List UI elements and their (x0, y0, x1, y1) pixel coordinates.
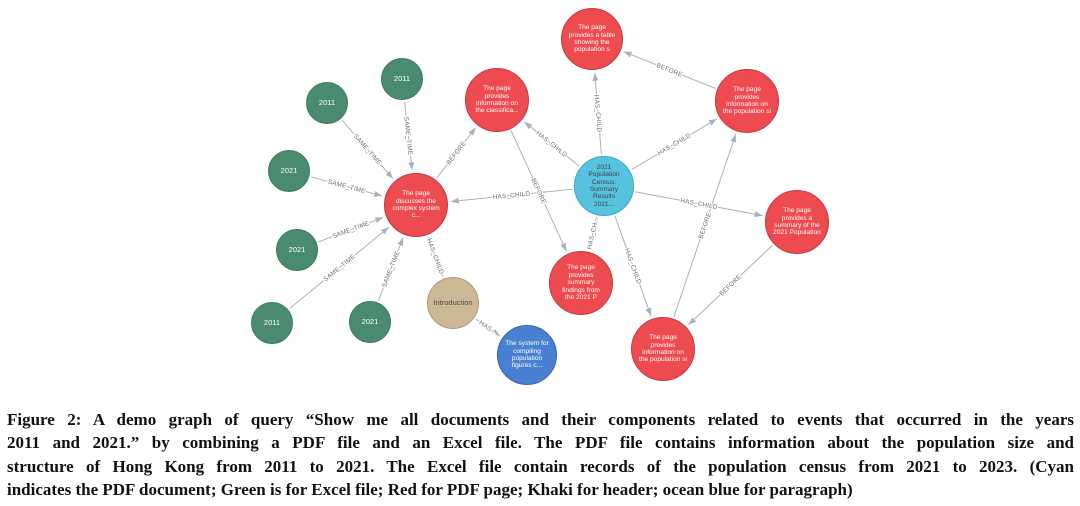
graph-edge-doc-census--page-findings (588, 217, 598, 250)
graph-figure: SAME_TIME SAME_TIME SAME_TIME SAME_TIME SAME… (251, 8, 829, 385)
graph-node-excel-2011-b: 2011 (381, 58, 423, 100)
edge-label: SAME_TIME (381, 250, 402, 289)
graph-node-label: The page discusses the complex system c.… (392, 190, 440, 220)
graph-node-page-findings: The page provides summary findings from … (549, 251, 613, 315)
graph-edge-page-summary-2021--page-popsize-bottom (688, 245, 773, 326)
edge-label: BEFORE (529, 177, 547, 205)
graph-node-label: The page provides information on the pop… (638, 334, 688, 364)
graph-edge-page-complex--page-classification (436, 127, 477, 179)
graph-edge-doc-census--page-summary-2021 (635, 191, 763, 218)
edge-label: HAS_CH... (586, 216, 600, 250)
edge-label: HAS... (478, 319, 498, 336)
edge-label: BEFORE (655, 62, 683, 79)
edge-label: HAS_CHILD (593, 94, 603, 132)
figure-caption: Figure 2: A demo graph of query “Show me… (7, 408, 1074, 502)
graph-node-label: The page provides information on the cla… (475, 85, 519, 115)
edge-label: SAME_TIME (327, 179, 366, 196)
edge-label: SAME_TIME (402, 116, 413, 155)
graph-node-label: 2021 (361, 316, 379, 326)
graph-node-page-summary-2021: The page provides a summary of the 2021 … (765, 190, 829, 254)
graph-edge-excel-2011-c--page-complex (289, 226, 390, 309)
graph-node-label: The page provides summary findings from … (562, 264, 600, 302)
graph-node-page-complex: The page discusses the complex system c.… (384, 173, 448, 237)
graph-edge-excel-2021-a--page-complex (311, 176, 383, 197)
graph-node-excel-2011-a: 2011 (306, 82, 348, 124)
graph-edge-excel-2011-a--page-complex (341, 120, 394, 179)
graph-node-excel-2021-b: 2021 (276, 229, 318, 271)
graph-edge-excel-2021-b--page-complex (318, 216, 384, 243)
graph-node-page-table: The page provides a table showing the po… (561, 8, 623, 70)
graph-node-page-classification: The page provides information on the cla… (465, 68, 529, 132)
graph-edge-doc-census--page-table (592, 72, 602, 155)
caption-line: structure of Hong Kong from 2011 to 2021… (7, 456, 1074, 476)
graph-node-doc-census: 2021 Population Census: Summary Results … (574, 156, 634, 216)
edge-label: HAS_CHILD (623, 247, 642, 285)
graph-node-label: The page provides a summary of the 2021 … (773, 207, 821, 237)
graph-node-label: 2021 (280, 165, 298, 175)
graph-edge-header-introduction--para-system (475, 318, 501, 337)
graph-node-page-popsize-bottom: The page provides information on the pop… (631, 317, 695, 381)
edge-label: BEFORE (718, 274, 743, 298)
graph-node-label: 2011 (393, 73, 411, 83)
graph-edge-excel-2021-c--page-complex (377, 237, 404, 301)
caption-line: indicates the PDF document; Green is for… (7, 480, 853, 500)
edge-label: SAME_TIME (332, 220, 371, 240)
graph-node-label: 2021 (288, 244, 306, 254)
graph-edges-layer: SAME_TIME SAME_TIME SAME_TIME SAME_TIME SAME… (289, 51, 773, 338)
graph-node-label: The page provides information on the pop… (722, 86, 772, 116)
graph-edge-doc-census--page-popsize-bottom (614, 215, 652, 317)
edge-label: HAS_CHILD (492, 190, 530, 201)
edge-label: HAS_CHILD (534, 130, 568, 159)
graph-edge-doc-census--page-popsize-top (631, 118, 718, 171)
graph-node-excel-2021-a: 2021 (268, 150, 310, 192)
graph-edge-page-popsize-top--page-table (623, 51, 716, 89)
graph-node-para-system: The system for compiling population figu… (497, 325, 557, 385)
edge-label: BEFORE (698, 211, 713, 239)
graph-edge-page-classification--page-findings (510, 130, 567, 252)
graph-node-label: 2011 (263, 317, 281, 327)
edge-label: HAS_CHILD (656, 132, 692, 157)
graph-node-page-popsize-top: The page provides information on the pop… (715, 69, 779, 133)
graph-edge-excel-2011-b--page-complex (404, 101, 415, 171)
caption-line: 2011 and 2021.” by combining a PDF file … (7, 433, 1074, 453)
graph-node-label: 2021 Population Census: Summary Results … (588, 163, 620, 208)
graph-node-excel-2021-c: 2021 (349, 301, 391, 343)
graph-edge-page-complex--header-introduction (427, 236, 444, 277)
edge-label: HAS_CHILD (680, 197, 718, 211)
graph-node-label: 2011 (318, 97, 336, 107)
edge-label: BEFORE (445, 140, 467, 166)
caption-line: Figure 2: A demo graph of query “Show me… (7, 410, 1074, 429)
graph-node-label: The system for compiling population figu… (505, 340, 549, 370)
graph-node-header-introduction: Introduction (427, 277, 479, 329)
edge-label: SAME_TIME (352, 133, 383, 167)
graph-edge-doc-census--page-classification (523, 121, 580, 167)
edge-label: HAS_CHILD (425, 238, 445, 276)
graph-edge-doc-census--page-complex (450, 188, 573, 204)
graph-edge-page-popsize-bottom--page-popsize-top (673, 133, 737, 317)
graph-node-label: Introduction (433, 297, 473, 307)
edge-label: SAME_TIME (322, 253, 356, 283)
graph-node-excel-2011-c: 2011 (251, 302, 293, 344)
graph-node-label: The page provides a table showing the po… (568, 24, 616, 54)
